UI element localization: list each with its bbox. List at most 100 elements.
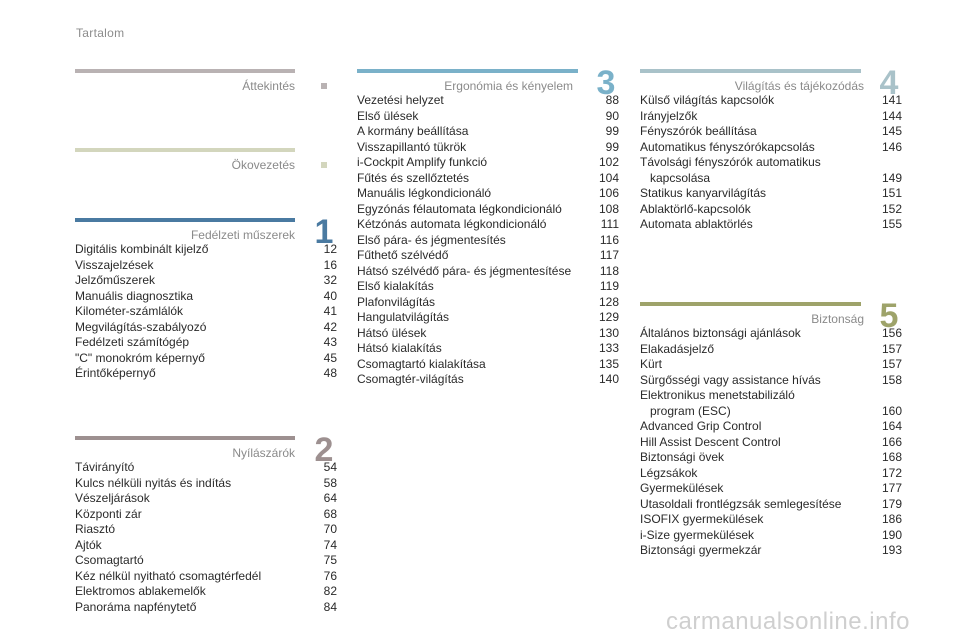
- toc-entry-label: i-Size gyermekülések: [640, 528, 872, 544]
- toc-entry[interactable]: Központi zár 68: [75, 507, 337, 523]
- section-bar: [640, 69, 861, 73]
- toc-entry-label-text: Érintőképernyő: [75, 366, 156, 380]
- toc-entry[interactable]: Csomagtartó kialakítása 135: [357, 357, 619, 373]
- toc-entry-label: Utasoldali frontlégzsák semlegesítése: [640, 497, 872, 513]
- toc-entry-label-text: Első ülések: [357, 108, 419, 123]
- toc-entry-label-continued: kapcsolása: [650, 170, 711, 185]
- toc-entry-label-text: Csomagtér-világítás: [357, 372, 464, 386]
- toc-entry[interactable]: Kulcs nélküli nyitás és indítás 58: [75, 476, 337, 492]
- page-title: Tartalom: [76, 26, 125, 40]
- toc-entry-page: 82: [323, 584, 337, 598]
- toc-entry[interactable]: Digitális kombinált kijelző 12: [75, 242, 337, 258]
- toc-entry-label-continued: program (ESC): [650, 403, 731, 418]
- toc-entry[interactable]: A kormány beállítása 99: [357, 124, 619, 140]
- toc-entry-label: Vezetési helyzet: [357, 93, 589, 109]
- toc-entry[interactable]: Hangulatvilágítás 129: [357, 310, 619, 326]
- toc-entry[interactable]: Kéz nélkül nyitható csomagtérfedél 76: [75, 569, 337, 585]
- toc-entry-page: 16: [323, 257, 337, 272]
- toc-entry-page: 158: [881, 372, 902, 387]
- toc-entry[interactable]: Elakadásjelző 157: [640, 342, 902, 358]
- toc-entry-label: Biztonsági övek: [640, 450, 872, 466]
- toc-entry[interactable]: i-Size gyermekülések 190: [640, 528, 902, 544]
- toc-entry[interactable]: Gyermekülések 177: [640, 481, 902, 497]
- toc-entry-label: Csomagtartó: [75, 553, 307, 569]
- section-number: 1: [314, 213, 334, 251]
- toc-entry-page: 146: [881, 139, 902, 154]
- toc-entry-page: 177: [881, 481, 902, 495]
- toc-entry[interactable]: Első ülések 90: [357, 109, 619, 125]
- toc-entry[interactable]: Panoráma napfénytető 84: [75, 600, 337, 616]
- section-title: Fedélzeti műszerek: [190, 228, 295, 242]
- toc-entry-label: Advanced Grip Control: [640, 419, 872, 435]
- toc-entry[interactable]: Kilométer-számlálók 41: [75, 304, 337, 320]
- toc-entry[interactable]: Első pára- és jégmentesítés 116: [357, 233, 619, 249]
- toc-entry-page: 157: [881, 357, 902, 371]
- toc-entry[interactable]: Manuális diagnosztika 40: [75, 289, 337, 305]
- toc-entry[interactable]: Visszapillantó tükrök 99: [357, 140, 619, 156]
- toc-entry[interactable]: Vészeljárások 64: [75, 491, 337, 507]
- toc-entry[interactable]: Elektronikus menetstabilizáló program (ES…: [640, 388, 902, 419]
- toc-entry-label-text: Elektronikus menetstabilizáló: [640, 388, 795, 402]
- toc-entry-page: 130: [598, 325, 619, 340]
- toc-entry[interactable]: Riasztó 70: [75, 522, 337, 538]
- toc-entry[interactable]: Általános biztonsági ajánlások 156: [640, 326, 902, 342]
- toc-entry-label: Statikus kanyarvilágítás: [640, 186, 872, 202]
- toc-entry[interactable]: Hátsó kialakítás 133: [357, 341, 619, 357]
- toc-entry[interactable]: Csomagtér-világítás 140: [357, 372, 619, 388]
- toc-entry[interactable]: Biztonsági gyermekzár 193: [640, 543, 902, 559]
- toc-entry[interactable]: Kétzónás automata légkondicionáló 111: [357, 217, 619, 233]
- toc-entry[interactable]: Kürt 157: [640, 357, 902, 373]
- toc-entry[interactable]: Hátsó szélvédő pára- és jégmentesítése 11…: [357, 264, 619, 280]
- toc-entry[interactable]: Ablaktörlő-kapcsolók 152: [640, 202, 902, 218]
- toc-entry[interactable]: Jelzőműszerek 32: [75, 273, 337, 289]
- toc-entry[interactable]: "C" monokróm képernyő 45: [75, 351, 337, 367]
- toc-entry[interactable]: Manuális légkondicionáló 106: [357, 186, 619, 202]
- toc-entry[interactable]: Biztonsági övek 168: [640, 450, 902, 466]
- toc-entry[interactable]: Fényszórók beállítása 145: [640, 124, 902, 140]
- toc-entry[interactable]: Utasoldali frontlégzsák semlegesítése 179: [640, 497, 902, 513]
- toc-list: Digitális kombinált kijelző 12 Visszajelzé…: [75, 242, 337, 382]
- toc-entry[interactable]: Advanced Grip Control 164: [640, 419, 902, 435]
- toc-entry-page: 43: [323, 335, 337, 349]
- toc-entry[interactable]: Külső világítás kapcsolók 141: [640, 93, 902, 109]
- toc-entry-label: Manuális diagnosztika: [75, 289, 307, 305]
- toc-entry-label: Megvilágítás-szabályozó: [75, 320, 307, 336]
- toc-entry[interactable]: Hill Assist Descent Control 166: [640, 435, 902, 451]
- toc-entry[interactable]: Légzsákok 172: [640, 466, 902, 482]
- toc-entry-label: Panoráma napfénytető: [75, 600, 307, 616]
- toc-entry[interactable]: Ajtók 74: [75, 538, 337, 554]
- toc-entry[interactable]: Elektromos ablakemelők 82: [75, 584, 337, 600]
- section-title: Nyílászárók: [232, 446, 295, 460]
- toc-entry[interactable]: Egyzónás félautomata légkondicionáló 108: [357, 202, 619, 218]
- section-1: Fedélzeti műszerek 1 Digitális kombinált…: [75, 215, 337, 380]
- toc-entry[interactable]: Plafonvilágítás 128: [357, 295, 619, 311]
- toc-entry[interactable]: Távolsági fényszórók automatikus kapcsolá…: [640, 155, 902, 186]
- section-okovezetes[interactable]: Ökovezetés: [75, 148, 337, 172]
- toc-entry[interactable]: Érintőképernyő 48: [75, 366, 337, 382]
- toc-entry[interactable]: Statikus kanyarvilágítás 151: [640, 186, 902, 202]
- toc-entry[interactable]: Fűthető szélvédő 117: [357, 248, 619, 264]
- toc-entry[interactable]: Fűtés és szellőztetés 104: [357, 171, 619, 187]
- toc-entry[interactable]: Távirányító 54: [75, 460, 337, 476]
- toc-entry[interactable]: i-Cockpit Amplify funkció 102: [357, 155, 619, 171]
- toc-entry[interactable]: Hátsó ülések 130: [357, 326, 619, 342]
- toc-entry[interactable]: Visszajelzések 16: [75, 258, 337, 274]
- toc-entry-label-text: Visszapillantó tükrök: [357, 139, 467, 154]
- toc-entry[interactable]: Fedélzeti számítógép 43: [75, 335, 337, 351]
- section-bar: [75, 148, 295, 152]
- toc-entry[interactable]: Csomagtartó 75: [75, 553, 337, 569]
- toc-entry[interactable]: Megvilágítás-szabályozó 42: [75, 320, 337, 336]
- toc-entry[interactable]: Automatikus fényszórókapcsolás 146: [640, 140, 902, 156]
- toc-entry[interactable]: Vezetési helyzet 88: [357, 93, 619, 109]
- toc-entry-label-text: Vezetési helyzet: [357, 93, 444, 107]
- toc-entry[interactable]: Irányjelzők 144: [640, 109, 902, 125]
- toc-entry-label-text: Kétzónás automata légkondicionáló: [357, 217, 547, 231]
- toc-entry[interactable]: Automata ablaktörlés 155: [640, 217, 902, 233]
- section-attekintes[interactable]: Áttekintés: [75, 69, 337, 93]
- toc-entry[interactable]: Sürgősségi vagy assistance hívás 158: [640, 373, 902, 389]
- toc-entry[interactable]: Első kialakítás 119: [357, 279, 619, 295]
- toc-entry-label-text: Légzsákok: [640, 465, 698, 480]
- toc-entry-label-text: ISOFIX gyermekülések: [640, 512, 764, 526]
- toc-entry[interactable]: ISOFIX gyermekülések 186: [640, 512, 902, 528]
- toc-entry-page: 41: [323, 304, 337, 318]
